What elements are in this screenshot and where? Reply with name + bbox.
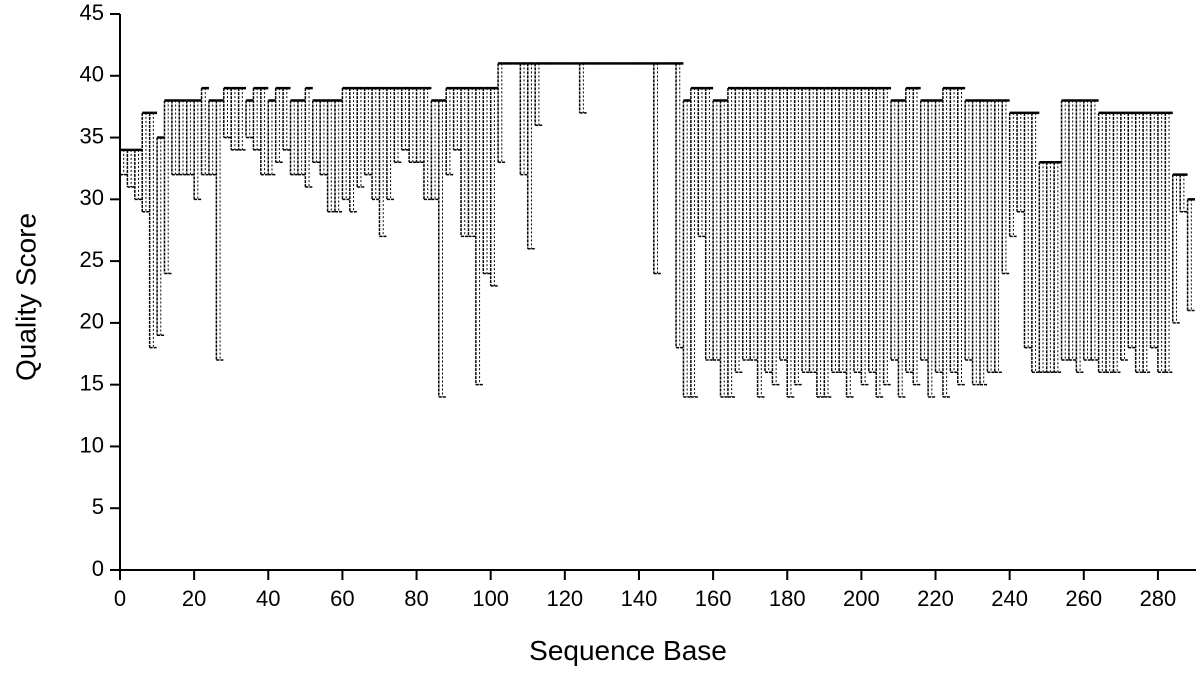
y-tick-label: 15 [80,370,104,395]
x-tick-label: 240 [991,586,1028,611]
x-tick-label: 260 [1065,586,1102,611]
y-tick-label: 35 [80,123,104,148]
y-axis-title: Quality Score [10,213,41,381]
x-tick-label: 20 [182,586,206,611]
y-tick-label: 25 [80,247,104,272]
y-tick-label: 5 [92,494,104,519]
x-tick-label: 160 [695,586,732,611]
x-axis-title: Sequence Base [529,635,727,666]
x-tick-label: 200 [843,586,880,611]
y-tick-label: 10 [80,432,104,457]
y-tick-label: 20 [80,309,104,334]
y-tick-label: 40 [80,62,104,87]
y-tick-label: 0 [92,556,104,581]
y-tick-label: 30 [80,185,104,210]
x-tick-label: 100 [472,586,509,611]
x-tick-label: 40 [256,586,280,611]
x-tick-label: 140 [621,586,658,611]
y-tick-label: 45 [80,0,104,25]
x-tick-label: 80 [404,586,428,611]
x-tick-label: 280 [1140,586,1177,611]
x-tick-label: 220 [917,586,954,611]
x-tick-label: 0 [114,586,126,611]
x-tick-label: 120 [546,586,583,611]
x-tick-label: 60 [330,586,354,611]
x-tick-label: 180 [769,586,806,611]
